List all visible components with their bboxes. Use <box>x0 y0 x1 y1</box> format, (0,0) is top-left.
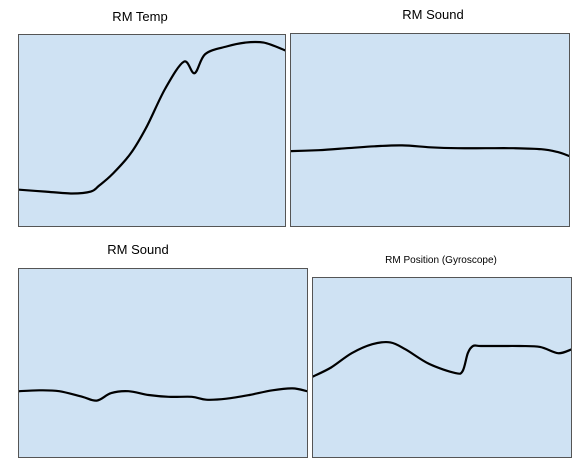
chart-title-rm-temp: RM Temp <box>112 9 168 24</box>
chart-svg-rm-sound-top <box>291 144 569 157</box>
plot-area-rm-temp <box>18 34 286 227</box>
plot-area-rm-position-gyroscope <box>312 277 572 458</box>
plot-area-rm-sound-bottom <box>18 268 308 458</box>
series-line-rm-sound-top <box>291 144 569 157</box>
series-line-rm-temp <box>19 40 285 195</box>
chart-svg-rm-sound-bottom <box>19 387 307 402</box>
chart-title-rm-position-gyroscope: RM Position (Gyroscope) <box>385 255 497 266</box>
chart-title-rm-sound-top: RM Sound <box>402 7 464 22</box>
chart-title-rm-sound-bottom: RM Sound <box>107 242 169 257</box>
series-line-rm-position-gyroscope <box>313 340 571 378</box>
series-line-rm-sound-bottom <box>19 387 307 402</box>
chart-svg-rm-temp <box>19 40 285 195</box>
plot-area-rm-sound-top <box>290 33 570 227</box>
chart-svg-rm-position-gyroscope <box>313 340 571 378</box>
